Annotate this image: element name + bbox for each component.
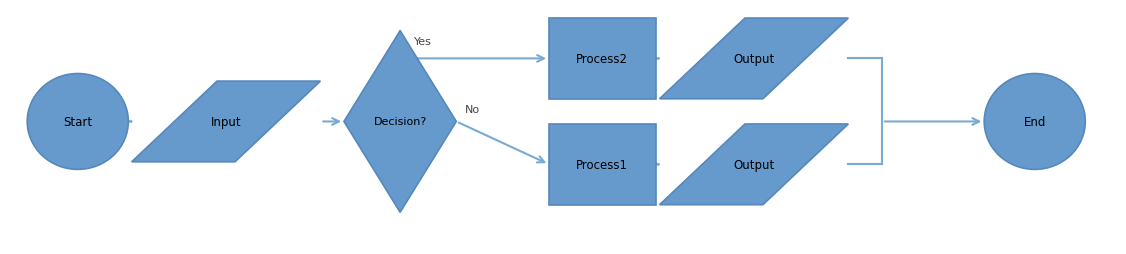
Text: Yes: Yes (413, 37, 431, 46)
Text: Output: Output (733, 158, 775, 171)
Text: Output: Output (733, 53, 775, 66)
Polygon shape (343, 31, 456, 212)
Ellipse shape (984, 74, 1085, 170)
Text: Start: Start (63, 116, 92, 129)
Polygon shape (132, 82, 321, 162)
Text: Input: Input (211, 116, 241, 129)
Bar (549, 124, 655, 205)
Polygon shape (660, 124, 848, 205)
Ellipse shape (27, 74, 128, 170)
Text: No: No (465, 104, 481, 114)
Text: Process2: Process2 (577, 53, 628, 66)
Polygon shape (660, 19, 848, 99)
Text: Decision?: Decision? (374, 117, 427, 127)
Text: Process1: Process1 (577, 158, 628, 171)
Bar (549, 19, 655, 99)
Text: End: End (1024, 116, 1046, 129)
